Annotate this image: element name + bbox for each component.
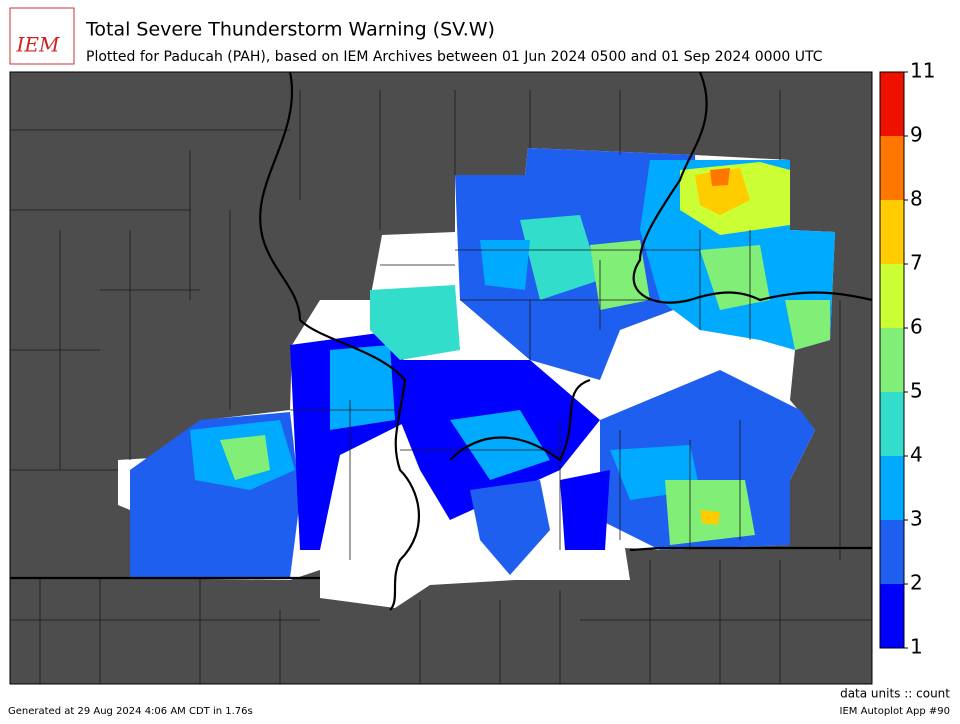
colorbar-tick-label: 1 [910, 635, 923, 659]
coverage [710, 168, 730, 186]
state-line [632, 71, 873, 304]
logo-text: IEM [16, 33, 61, 57]
colorbar-segment [880, 200, 904, 264]
map [9, 71, 873, 685]
footer-left: Generated at 29 Aug 2024 4:06 AM CDT in … [8, 706, 253, 717]
colorbar-segment [880, 264, 904, 328]
colorbar-frame [879, 71, 905, 649]
colorbar-segment [880, 520, 904, 584]
coverage [330, 345, 395, 430]
county-line [290, 230, 751, 560]
subtitle: Plotted for Paducah (PAH), based on IEM … [86, 49, 823, 65]
coverage [470, 480, 550, 575]
colorbar-segment [880, 136, 904, 200]
colorbar-tick-label: 11 [910, 59, 935, 83]
colorbar-tick-label: 6 [910, 315, 923, 339]
state-line [449, 378, 591, 462]
colorbar-tick-label: 7 [910, 251, 923, 275]
colorbar-tick-label: 2 [910, 571, 923, 595]
colorbar-segment [880, 456, 904, 520]
coverage [520, 215, 600, 300]
colorbar-tick-label: 8 [910, 187, 923, 211]
colorbar-tick-label: 5 [910, 379, 923, 403]
title: Total Severe Thunderstorm Warning (SV.W) [85, 19, 495, 41]
coverage [600, 370, 815, 550]
coverage [560, 470, 610, 550]
logo-frame [9, 7, 75, 65]
colorbar: 1 2 3 4 5 6 7 8 9 11 [879, 59, 935, 659]
coverage [590, 240, 650, 310]
colorbar-segment [880, 584, 904, 648]
coverage [450, 410, 550, 480]
coverage [220, 435, 270, 480]
colorbar-segment [880, 72, 904, 136]
coverage [695, 168, 750, 215]
coverage [370, 285, 460, 360]
state-borders [10, 71, 873, 611]
state-line [10, 546, 872, 580]
coverage [480, 240, 530, 290]
coverage [785, 300, 830, 350]
colorbar-segment [880, 392, 904, 456]
colorbar-tick-label: 3 [910, 507, 923, 531]
logo: IEM [9, 7, 75, 65]
colorbar-tick-label: 9 [910, 123, 923, 147]
colorbar-tick-label: 4 [910, 443, 923, 467]
footer-right: IEM Autoplot App #90 [840, 706, 950, 717]
coverage [700, 510, 720, 525]
colorbar-segment [880, 328, 904, 392]
colorbar-label: data units :: count [840, 687, 950, 701]
warning-coverage [130, 148, 835, 578]
state-line [259, 71, 421, 611]
